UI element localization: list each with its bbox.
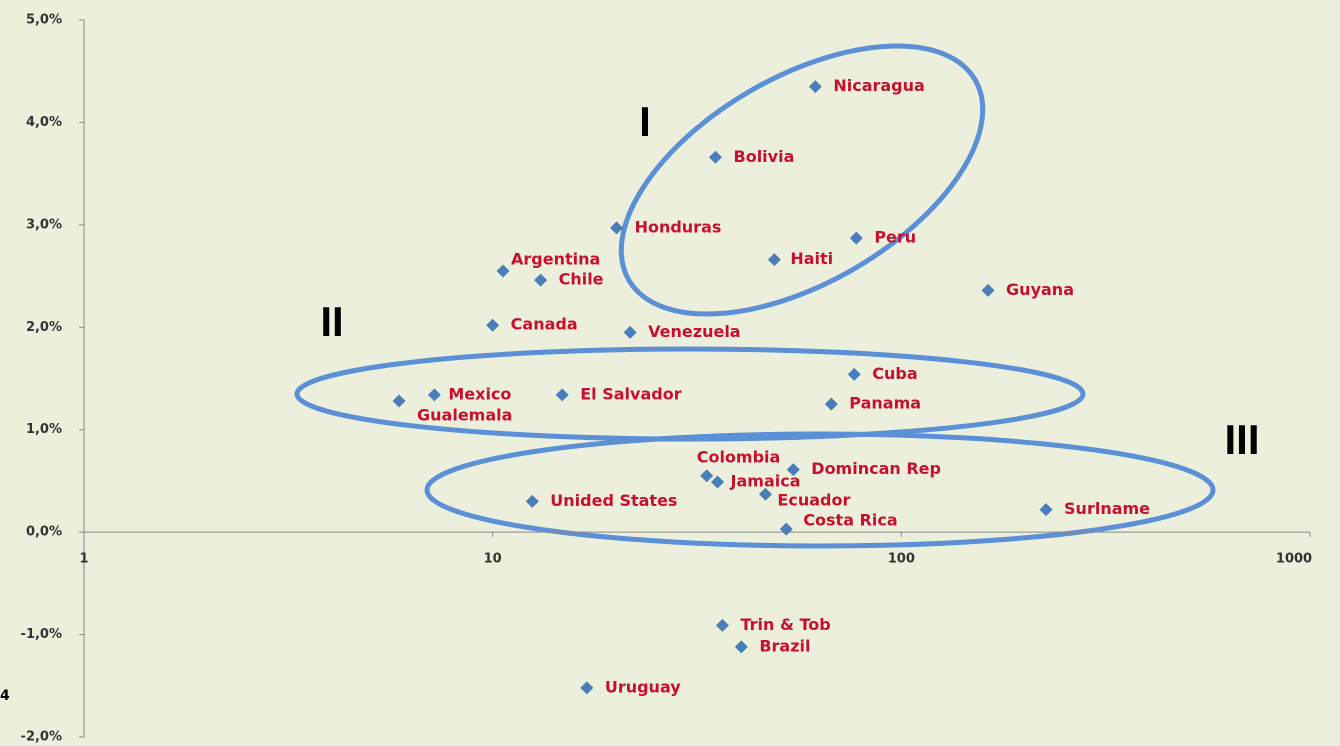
- point: [525, 494, 539, 508]
- annotation: II: [320, 298, 343, 345]
- point-label: Chile: [559, 270, 604, 289]
- cluster-ellipse: [294, 346, 1086, 442]
- point: [715, 618, 729, 632]
- x-tick-label: 10: [484, 552, 502, 567]
- point-label: Gualemala: [417, 406, 512, 425]
- point-label: Bolivia: [734, 147, 795, 166]
- point-label: Argentina: [511, 249, 600, 268]
- point-label: Uruguay: [605, 677, 681, 696]
- point: [767, 253, 781, 267]
- y-tick-label: 3,0%: [26, 217, 62, 232]
- point-label: Guyana: [1006, 280, 1074, 299]
- point: [610, 221, 624, 235]
- point-label: Jamaica: [730, 471, 801, 490]
- annotation: I: [639, 98, 651, 145]
- point-label: Colombia: [697, 447, 781, 466]
- point: [700, 469, 714, 483]
- point-label: Canada: [511, 315, 578, 334]
- point: [758, 487, 772, 501]
- point: [824, 397, 838, 411]
- point-label: Venezuela: [648, 322, 740, 341]
- cluster-ellipse: [618, 43, 986, 317]
- x-tick-label: 100: [888, 552, 915, 567]
- y-tick-label: 0,0%: [26, 525, 62, 540]
- point: [427, 388, 441, 402]
- y-tick-label: 2,0%: [26, 320, 62, 335]
- y-tick-label: 5,0%: [26, 13, 62, 28]
- point-label: Ecuador: [777, 491, 850, 510]
- point: [779, 522, 793, 536]
- x-tick-label: 1: [79, 552, 88, 567]
- point: [808, 80, 822, 94]
- y-tick-label: -1,0%: [21, 627, 62, 642]
- point: [849, 231, 863, 245]
- point: [734, 640, 748, 654]
- point-label: Domincan Rep: [811, 459, 941, 478]
- point: [486, 318, 500, 332]
- point: [709, 150, 723, 164]
- point-label: Mexico: [448, 384, 511, 403]
- annotation: 4: [0, 688, 10, 704]
- cluster-ellipse: [424, 431, 1216, 549]
- point: [534, 273, 548, 287]
- point: [392, 394, 406, 408]
- point-label: Cuba: [872, 364, 917, 383]
- point-label: Trin & Tob: [740, 615, 830, 634]
- point-label: Haiti: [790, 249, 833, 268]
- y-tick-label: -2,0%: [21, 730, 62, 745]
- y-tick-label: 4,0%: [26, 115, 62, 130]
- point-label: Brazil: [759, 636, 810, 655]
- point: [555, 388, 569, 402]
- point-label: Peru: [874, 228, 916, 247]
- point: [623, 325, 637, 339]
- point-label: Nicaragua: [833, 76, 924, 95]
- point: [711, 475, 725, 489]
- point: [496, 264, 510, 278]
- point-label: Honduras: [635, 217, 722, 236]
- point: [981, 283, 995, 297]
- x-tick-label: 1000: [1276, 552, 1312, 567]
- point-label: Surlname: [1064, 499, 1150, 518]
- annotation: III: [1224, 416, 1259, 463]
- y-tick-label: 1,0%: [26, 422, 62, 437]
- point-label: Unided States: [550, 491, 677, 510]
- point: [847, 367, 861, 381]
- point-label: Costa Rica: [803, 511, 897, 530]
- point-label: Panama: [849, 394, 921, 413]
- point: [1039, 503, 1053, 517]
- point: [786, 463, 800, 477]
- point-label: El Salvador: [580, 384, 681, 403]
- point: [580, 681, 594, 695]
